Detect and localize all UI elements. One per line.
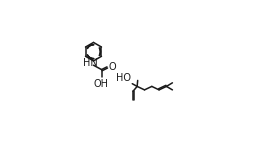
Text: OH: OH [94,79,108,89]
Text: O: O [108,62,116,72]
Text: HO: HO [116,73,131,83]
Text: HN: HN [83,58,97,68]
